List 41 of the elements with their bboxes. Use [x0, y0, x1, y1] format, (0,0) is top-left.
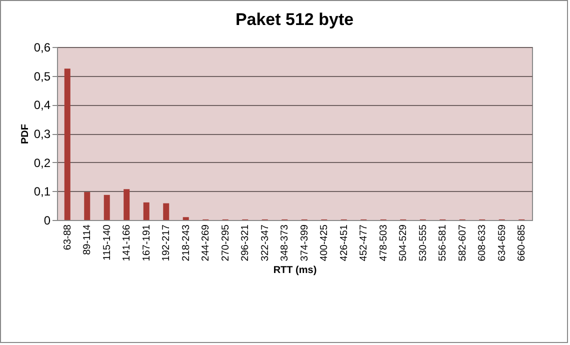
bar [163, 203, 170, 220]
x-tick-label: 400-425 [319, 224, 330, 262]
x-tick-label: 504-529 [398, 224, 410, 262]
x-tick-label: 634-659 [496, 224, 508, 262]
x-tick-label: 167-191 [141, 224, 152, 262]
x-tick-label: 608-633 [477, 224, 488, 262]
x-tick-label: 426-451 [338, 224, 350, 262]
y-tick-label: 0,2 [34, 156, 51, 170]
x-tick-label: 374-399 [299, 224, 310, 262]
y-tick-label: 0,6 [34, 40, 51, 54]
bar [84, 192, 90, 220]
y-tick-label: 0 [44, 214, 51, 228]
bar [64, 68, 70, 220]
x-tick-label: 530-555 [418, 224, 429, 262]
x-tick-label: 115-140 [102, 224, 113, 260]
x-tick-label: 89-114 [82, 224, 94, 255]
bar [143, 202, 150, 220]
chart-title: Paket 512 byte [235, 10, 354, 29]
x-tick-label: 452-477 [358, 224, 370, 262]
y-tick-label: 0,5 [34, 69, 51, 84]
x-tick-label: 270-295 [220, 224, 232, 262]
x-tick-label: 218-243 [180, 224, 192, 262]
x-tick-label: 660-685 [516, 224, 528, 262]
x-tick-label: 582-607 [457, 224, 468, 262]
y-tick-label: 0,3 [34, 127, 51, 141]
x-tick-label: 556-581 [438, 224, 449, 262]
x-tick-label: 322-347 [260, 224, 271, 262]
x-axis-title: RTT (ms) [273, 265, 317, 276]
y-tick-label: 0,1 [34, 184, 51, 199]
x-tick-label: 192-217 [161, 224, 172, 262]
x-tick-label: 63-88 [62, 224, 74, 250]
y-axis-title: PDF [20, 124, 31, 144]
x-tick-label: 141-166 [122, 224, 133, 262]
y-tick-label: 0,4 [34, 98, 51, 112]
x-tick-label: 244-269 [200, 224, 212, 262]
bar [124, 189, 130, 220]
x-tick-label: 478-503 [378, 224, 390, 262]
x-tick-label: 296-321 [240, 224, 252, 262]
bar [182, 217, 189, 220]
bar [104, 194, 110, 220]
x-tick-label: 348-373 [280, 224, 291, 262]
